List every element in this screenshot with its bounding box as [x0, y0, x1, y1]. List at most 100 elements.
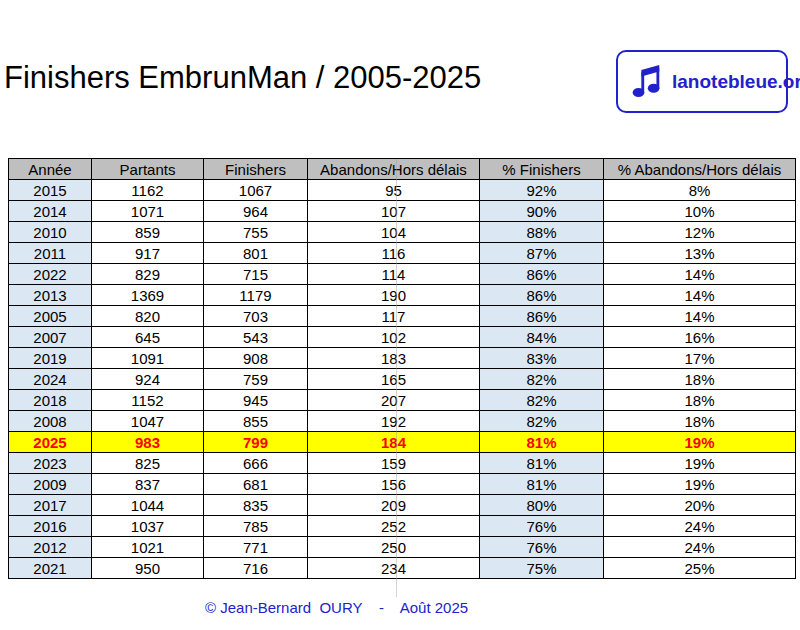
abandons-cell: 159 — [308, 453, 480, 474]
annee-cell: 2023 — [9, 453, 92, 474]
finishers-cell: 855 — [204, 411, 308, 432]
table-row: 2019109190818383%17% — [9, 348, 796, 369]
pct-finishers-cell: 86% — [480, 285, 604, 306]
table-row: 20131369117919086%14% — [9, 285, 796, 306]
table-row: 2014107196410790%10% — [9, 201, 796, 222]
finishers-cell: 703 — [204, 306, 308, 327]
finishers-cell: 755 — [204, 222, 308, 243]
lanotebleue-logo: lanotebleue.org — [616, 50, 788, 113]
pct-finishers-cell: 82% — [480, 411, 604, 432]
finishers-cell: 715 — [204, 264, 308, 285]
music-note-icon — [630, 61, 664, 103]
annee-cell: 2021 — [9, 558, 92, 579]
abandons-cell: 116 — [308, 243, 480, 264]
abandons-cell: 102 — [308, 327, 480, 348]
table-row: 201191780111687%13% — [9, 243, 796, 264]
table-row: 2018115294520782%18% — [9, 390, 796, 411]
table-row: 2012102177125076%24% — [9, 537, 796, 558]
finishers-cell: 908 — [204, 348, 308, 369]
pct-finishers-cell: 75% — [480, 558, 604, 579]
page-title: Finishers EmbrunMan / 2005-2025 — [4, 60, 481, 96]
abandons-cell: 252 — [308, 516, 480, 537]
annee-cell: 2022 — [9, 264, 92, 285]
pct-abandons-cell: 13% — [604, 243, 796, 264]
partants-cell: 837 — [92, 474, 204, 495]
column-header-abandons: Abandons/Hors délais — [308, 159, 480, 180]
table-row: 202492475916582%18% — [9, 369, 796, 390]
abandons-cell: 183 — [308, 348, 480, 369]
annee-cell: 2016 — [9, 516, 92, 537]
pct-finishers-cell: 81% — [480, 474, 604, 495]
pct-abandons-cell: 8% — [604, 180, 796, 201]
partants-cell: 820 — [92, 306, 204, 327]
pct-finishers-cell: 83% — [480, 348, 604, 369]
column-header-pct-abandons: % Abandons/Hors délais — [604, 159, 796, 180]
pct-abandons-cell: 12% — [604, 222, 796, 243]
annee-cell: 2015 — [9, 180, 92, 201]
pct-abandons-cell: 16% — [604, 327, 796, 348]
annee-cell: 2007 — [9, 327, 92, 348]
partants-cell: 1369 — [92, 285, 204, 306]
table-row: 202382566615981%19% — [9, 453, 796, 474]
table-row: 200983768115681%19% — [9, 474, 796, 495]
abandons-cell: 117 — [308, 306, 480, 327]
partants-cell: 1021 — [92, 537, 204, 558]
pct-abandons-cell: 18% — [604, 390, 796, 411]
table-row: 202282971511486%14% — [9, 264, 796, 285]
abandons-cell: 156 — [308, 474, 480, 495]
annee-cell: 2013 — [9, 285, 92, 306]
pct-finishers-cell: 90% — [480, 201, 604, 222]
logo-text: lanotebleue.org — [672, 71, 800, 93]
pct-finishers-cell: 82% — [480, 369, 604, 390]
pct-finishers-cell: 82% — [480, 390, 604, 411]
table-row: 200764554310284%16% — [9, 327, 796, 348]
abandons-cell: 207 — [308, 390, 480, 411]
pct-finishers-cell: 92% — [480, 180, 604, 201]
column-header-finishers: Finishers — [204, 159, 308, 180]
finishers-cell: 945 — [204, 390, 308, 411]
pct-abandons-cell: 14% — [604, 306, 796, 327]
pct-finishers-cell: 86% — [480, 306, 604, 327]
column-header-partants: Partants — [92, 159, 204, 180]
pct-finishers-cell: 88% — [480, 222, 604, 243]
partants-cell: 950 — [92, 558, 204, 579]
finishers-cell: 799 — [204, 432, 308, 453]
finishers-cell: 835 — [204, 495, 308, 516]
partants-cell: 859 — [92, 222, 204, 243]
table-row: 2017104483520980%20% — [9, 495, 796, 516]
annee-cell: 2010 — [9, 222, 92, 243]
column-header-pct-finishers: % Finishers — [480, 159, 604, 180]
pct-abandons-cell: 19% — [604, 453, 796, 474]
pct-finishers-cell: 86% — [480, 264, 604, 285]
table-row: 2008104785519282%18% — [9, 411, 796, 432]
pct-abandons-cell: 18% — [604, 369, 796, 390]
pct-finishers-cell: 84% — [480, 327, 604, 348]
finishers-cell: 1179 — [204, 285, 308, 306]
abandons-cell: 250 — [308, 537, 480, 558]
partants-cell: 1152 — [92, 390, 204, 411]
pct-abandons-cell: 20% — [604, 495, 796, 516]
table-row: 2015116210679592%8% — [9, 180, 796, 201]
partants-cell: 1047 — [92, 411, 204, 432]
pct-abandons-cell: 24% — [604, 516, 796, 537]
table-row: 2016103778525276%24% — [9, 516, 796, 537]
table-row: 202195071623475%25% — [9, 558, 796, 579]
finishers-cell: 771 — [204, 537, 308, 558]
annee-cell: 2018 — [9, 390, 92, 411]
abandons-cell: 104 — [308, 222, 480, 243]
pct-finishers-cell: 76% — [480, 516, 604, 537]
pct-abandons-cell: 10% — [604, 201, 796, 222]
abandons-cell: 192 — [308, 411, 480, 432]
finishers-cell: 1067 — [204, 180, 308, 201]
pct-abandons-cell: 14% — [604, 264, 796, 285]
pct-finishers-cell: 81% — [480, 432, 604, 453]
finishers-cell: 964 — [204, 201, 308, 222]
finishers-cell: 543 — [204, 327, 308, 348]
pct-abandons-cell: 19% — [604, 474, 796, 495]
pct-abandons-cell: 14% — [604, 285, 796, 306]
finishers-cell: 801 — [204, 243, 308, 264]
abandons-cell: 234 — [308, 558, 480, 579]
finishers-cell: 716 — [204, 558, 308, 579]
finishers-cell: 759 — [204, 369, 308, 390]
annee-cell: 2014 — [9, 201, 92, 222]
